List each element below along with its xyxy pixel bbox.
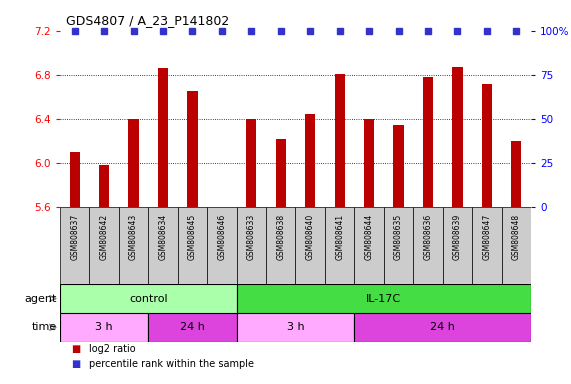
Bar [335,74,345,207]
Text: GSM808633: GSM808633 [247,214,256,260]
Bar [384,207,413,284]
Bar [325,207,355,284]
Text: GSM808637: GSM808637 [70,214,79,260]
Text: ■: ■ [71,344,81,354]
Bar [60,284,236,313]
Text: GSM808640: GSM808640 [305,214,315,260]
Text: 3 h: 3 h [95,322,113,333]
Bar [276,139,286,207]
Bar [60,207,90,284]
Bar [482,84,492,207]
Bar [148,207,178,284]
Text: 3 h: 3 h [287,322,304,333]
Bar [443,207,472,284]
Text: GSM808635: GSM808635 [394,214,403,260]
Bar [423,77,433,207]
Text: GSM808634: GSM808634 [159,214,167,260]
Text: log2 ratio: log2 ratio [89,344,135,354]
Bar [355,207,384,284]
Bar [355,313,531,342]
Bar [246,119,256,207]
Text: GSM808647: GSM808647 [482,214,492,260]
Text: 24 h: 24 h [180,322,205,333]
Bar [90,207,119,284]
Bar [296,207,325,284]
Text: GSM808643: GSM808643 [129,214,138,260]
Bar [60,313,148,342]
Bar [364,119,374,207]
Text: GSM808644: GSM808644 [365,214,373,260]
Bar [393,124,404,207]
Bar [452,67,463,207]
Bar [236,207,266,284]
Text: GSM808636: GSM808636 [424,214,432,260]
Bar [158,68,168,207]
Text: GSM808645: GSM808645 [188,214,197,260]
Text: ■: ■ [71,359,81,369]
Bar [187,91,198,207]
Text: time: time [32,322,57,333]
Text: control: control [129,293,168,304]
Bar [207,207,236,284]
Bar [413,207,443,284]
Text: GSM808648: GSM808648 [512,214,521,260]
Text: GDS4807 / A_23_P141802: GDS4807 / A_23_P141802 [66,14,229,27]
Bar [99,166,109,207]
Text: GSM808642: GSM808642 [99,214,108,260]
Text: percentile rank within the sample: percentile rank within the sample [89,359,254,369]
Bar [236,284,531,313]
Text: GSM808639: GSM808639 [453,214,462,260]
Bar [236,313,355,342]
Bar [501,207,531,284]
Bar [128,119,139,207]
Text: 24 h: 24 h [431,322,455,333]
Bar [472,207,501,284]
Text: GSM808646: GSM808646 [218,214,226,260]
Bar [178,207,207,284]
Bar [305,114,315,207]
Text: agent: agent [25,293,57,304]
Bar [148,313,236,342]
Text: IL-17C: IL-17C [366,293,401,304]
Bar [119,207,148,284]
Bar [266,207,296,284]
Text: GSM808638: GSM808638 [276,214,286,260]
Text: GSM808641: GSM808641 [335,214,344,260]
Bar [511,141,521,207]
Bar [70,152,80,207]
